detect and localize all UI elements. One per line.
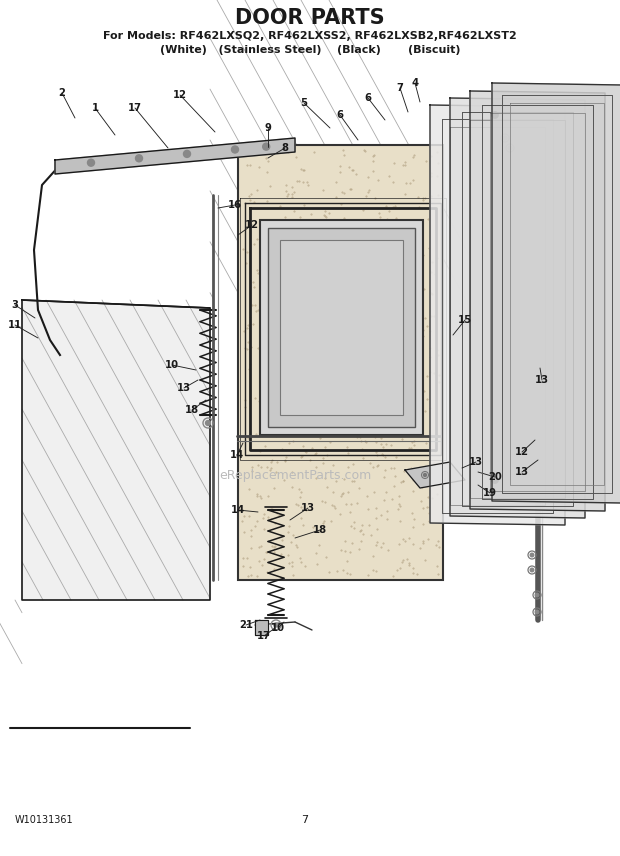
Bar — [238, 145, 443, 580]
Circle shape — [530, 553, 534, 556]
Text: 18: 18 — [313, 525, 327, 535]
Text: 16: 16 — [228, 200, 242, 210]
Text: 15: 15 — [458, 315, 472, 325]
Text: DOOR PARTS: DOOR PARTS — [235, 8, 385, 28]
Text: eReplacementParts.com: eReplacementParts.com — [219, 468, 371, 482]
Polygon shape — [255, 620, 268, 635]
Text: 6: 6 — [365, 93, 371, 103]
Text: 20: 20 — [488, 472, 502, 482]
Text: 13: 13 — [301, 503, 315, 513]
Text: 17: 17 — [257, 631, 271, 641]
Circle shape — [205, 420, 211, 425]
Text: 19: 19 — [483, 488, 497, 498]
Polygon shape — [430, 105, 565, 525]
Text: 7: 7 — [397, 83, 404, 93]
Text: 11: 11 — [8, 320, 22, 330]
Circle shape — [508, 146, 512, 150]
Text: 14: 14 — [231, 505, 245, 515]
Text: 21: 21 — [239, 620, 253, 630]
Circle shape — [535, 610, 539, 614]
Text: 10: 10 — [271, 623, 285, 633]
Circle shape — [274, 623, 278, 627]
Text: 4: 4 — [412, 78, 418, 88]
Circle shape — [503, 136, 507, 140]
Text: 10: 10 — [165, 360, 179, 370]
Text: 6: 6 — [337, 110, 343, 120]
Text: 7: 7 — [301, 815, 309, 825]
Polygon shape — [22, 300, 210, 600]
Circle shape — [136, 155, 143, 162]
Circle shape — [492, 111, 498, 118]
Bar — [280, 240, 403, 415]
Text: (White)   (Stainless Steel)    (Black)       (Biscuit): (White) (Stainless Steel) (Black) (Biscu… — [160, 45, 460, 55]
Text: 12: 12 — [515, 447, 529, 457]
Bar — [268, 228, 415, 427]
Circle shape — [87, 159, 94, 166]
Circle shape — [184, 151, 190, 158]
Text: W10131361: W10131361 — [15, 815, 74, 825]
Text: 1: 1 — [91, 103, 99, 113]
Text: 17: 17 — [128, 103, 142, 113]
Circle shape — [263, 143, 270, 150]
Text: 18: 18 — [185, 405, 199, 415]
Text: 9: 9 — [265, 123, 272, 133]
Polygon shape — [450, 98, 585, 518]
Text: 13: 13 — [535, 375, 549, 385]
Circle shape — [492, 477, 498, 484]
Text: 12: 12 — [173, 90, 187, 100]
Polygon shape — [470, 91, 605, 511]
Text: 13: 13 — [515, 467, 529, 477]
Polygon shape — [55, 138, 295, 174]
Text: 13: 13 — [469, 457, 483, 467]
Text: 14: 14 — [230, 450, 244, 460]
Text: 13: 13 — [177, 383, 191, 393]
Text: 5: 5 — [301, 98, 308, 108]
Text: For Models: RF462LXSQ2, RF462LXSS2, RF462LXSB2,RF462LXST2: For Models: RF462LXSQ2, RF462LXSS2, RF46… — [103, 31, 517, 41]
Polygon shape — [405, 462, 465, 488]
Bar — [260, 220, 423, 435]
Text: 8: 8 — [281, 143, 288, 153]
Text: 12: 12 — [245, 220, 259, 230]
Circle shape — [535, 593, 539, 597]
Text: 2: 2 — [58, 88, 66, 98]
Polygon shape — [492, 83, 620, 503]
Circle shape — [231, 146, 239, 153]
Circle shape — [530, 568, 534, 572]
Text: 3: 3 — [12, 300, 19, 310]
Circle shape — [423, 473, 427, 477]
